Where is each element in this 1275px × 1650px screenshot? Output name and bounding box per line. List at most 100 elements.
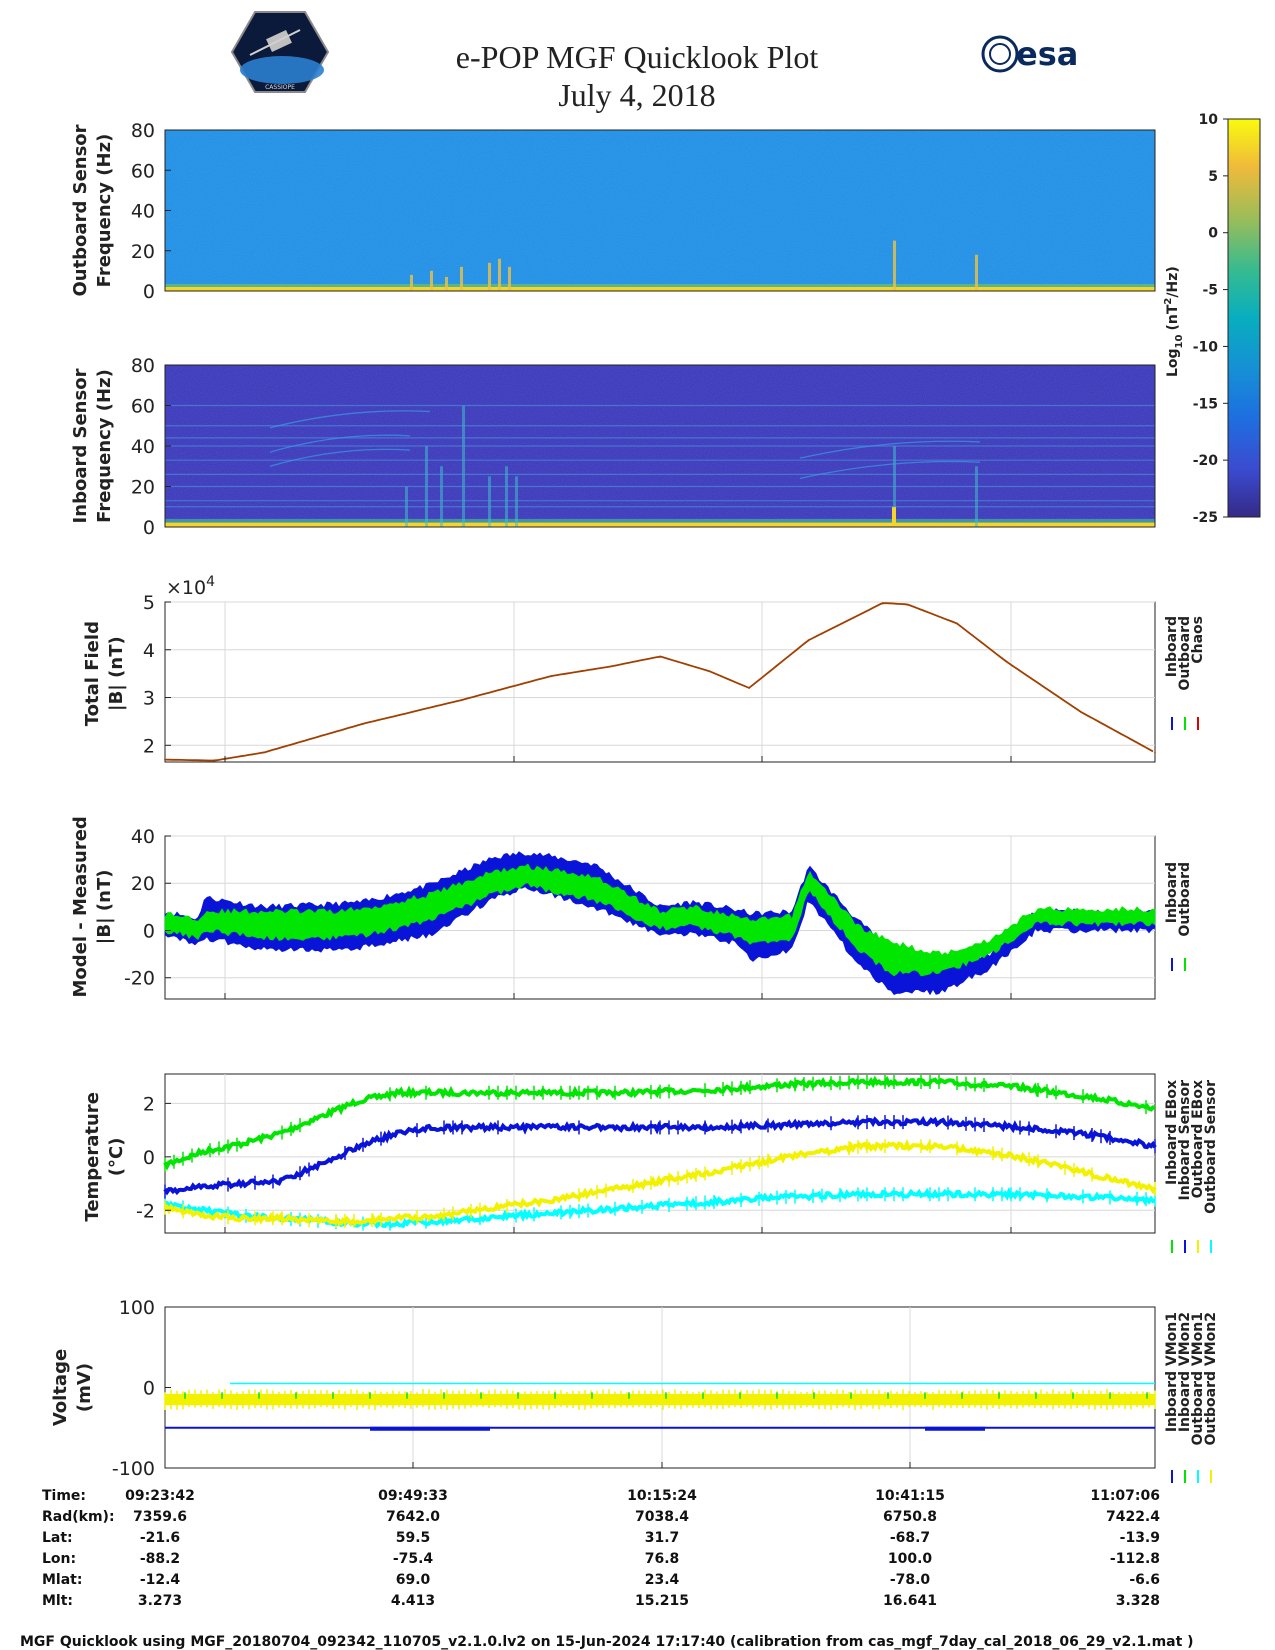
outboard-spectrogram-panel: 80 60 40 20 0 Outboard Sensor Frequency (Hz)	[70, 120, 1156, 303]
temperature-legend-label: Inboard Sensor	[1177, 1080, 1193, 1201]
total-field-point	[550, 675, 552, 677]
ephemeris-cell: 76.8	[645, 1551, 680, 1567]
plot-title: e-POP MGF Quicklook Plot	[456, 39, 819, 75]
ephemeris-row-label: Mlat:	[42, 1572, 82, 1588]
colorbar-gradient	[1227, 118, 1261, 518]
temperature-ytick-label: 0	[143, 1147, 155, 1169]
total-field-point	[708, 670, 711, 673]
colorbar-tick-label: -5	[1202, 283, 1218, 299]
inboard-burst-mark	[975, 466, 978, 527]
ephemeris-cell: 7359.6	[133, 1509, 187, 1525]
total-field-point	[164, 758, 166, 761]
temperature-ylabel: (°C)	[106, 1138, 127, 1177]
model-measured-ylabel: Model - Measured	[70, 816, 91, 997]
temperature-legend-label: Outboard Sensor	[1203, 1080, 1219, 1214]
outboard-spectrogram-ylabel: Frequency (Hz)	[94, 134, 115, 288]
total-field-legend-label: Outboard	[1177, 616, 1193, 691]
total-field-ytick-label: 3	[143, 688, 155, 710]
total-field-multiplier: ×104	[166, 574, 215, 599]
ephemeris-table: Time: Rad(km): Lat: Lon: Mlat: Mlt: 09:23:42 73…	[42, 1488, 1160, 1609]
ephemeris-cell: 23.4	[645, 1572, 680, 1588]
ephemeris-cell: 16.641	[883, 1593, 937, 1609]
ephemeris-row-label: Rad(km):	[42, 1509, 115, 1525]
ephemeris-cell: 7422.4	[1106, 1509, 1160, 1525]
ephemeris-cell: 09:23:42	[125, 1488, 195, 1504]
total-field-legend-label: Chaos	[1190, 616, 1206, 664]
ephemeris-cell: -6.6	[1129, 1572, 1160, 1588]
total-field-point	[906, 603, 909, 606]
voltage-inboard-vmon1-burst	[370, 1426, 490, 1431]
total-field-point	[1154, 751, 1156, 754]
total-field-point	[461, 699, 463, 701]
total-field-point	[1005, 660, 1008, 663]
outboard-spectrogram-ytick-label: 60	[131, 160, 155, 182]
voltage-legend-label: Inboard VMon1	[1164, 1312, 1180, 1432]
ephemeris-cell: 09:49:33	[378, 1488, 448, 1504]
inboard-burst-mark	[488, 476, 491, 527]
total-field-point	[881, 602, 884, 604]
inboard-burst-mark	[515, 476, 518, 527]
inboard-burst-mark	[505, 466, 508, 527]
total-field-panel: 5 4 3 2 Total Field |B| (nT) InboardOutboardCh…	[82, 574, 1206, 763]
outboard-low-frequency-halo	[165, 283, 1155, 287]
inboard-spectrogram-ylabel: Frequency (Hz)	[94, 369, 115, 523]
total-field-point	[263, 751, 265, 754]
esa-logo: esa	[981, 35, 1078, 73]
inboard-tone-curve	[799, 460, 981, 480]
cassiope-logo-text: CASSIOPE	[265, 84, 295, 91]
inboard-tone-curve	[799, 440, 981, 459]
ephemeris-cell: 7642.0	[386, 1509, 440, 1525]
model-measured-ytick-label: 20	[131, 873, 155, 895]
model-measured-ylabel: |B| (nT)	[94, 870, 115, 945]
ephemeris-cell: 10:41:15	[875, 1488, 945, 1504]
outboard-spectrogram-ytick-label: 20	[131, 241, 155, 263]
inboard-low-frequency-halo	[165, 518, 1155, 523]
colorbar-tick-label: 10	[1199, 112, 1219, 128]
voltage-inboard-vmon1-burst	[925, 1426, 985, 1431]
ephemeris-cell: -112.8	[1110, 1551, 1160, 1567]
ephemeris-cell: 59.5	[396, 1530, 431, 1546]
inboard-spectrogram-ytick-label: 60	[131, 396, 155, 418]
inboard-spectrogram-ytick-label: 0	[143, 517, 155, 539]
temperature-legend-label: Outboard EBox	[1190, 1080, 1206, 1198]
ephemeris-cell: 31.7	[645, 1530, 680, 1546]
temperature-ytick-label: 2	[143, 1093, 155, 1115]
outboard-low-frequency-band	[165, 286, 1155, 291]
total-field-ylabel: |B| (nT)	[106, 636, 127, 711]
voltage-ytick-label: -100	[112, 1458, 155, 1480]
ephemeris-cell: -13.9	[1120, 1530, 1160, 1546]
total-field-point	[362, 722, 364, 725]
inboard-spectrogram-ytick-label: 40	[131, 436, 155, 458]
total-field-ytick-label: 2	[143, 735, 155, 757]
total-field-point	[956, 622, 958, 625]
outboard-spectrogram-ytick-label: 0	[143, 281, 155, 303]
inboard-burst-core	[892, 506, 896, 527]
ephemeris-row-label: Mlt:	[42, 1593, 73, 1609]
model-measured-ytick-label: 40	[131, 826, 155, 848]
ephemeris-cell: 15.215	[635, 1593, 689, 1609]
ephemeris-cell: 6750.8	[883, 1509, 937, 1525]
total-field-point	[659, 655, 661, 658]
inboard-spectrogram-ytick-label: 80	[131, 355, 155, 377]
outboard-spectrogram-ytick-label: 80	[131, 120, 155, 142]
total-field-legend-label: Inboard	[1164, 616, 1180, 677]
outboard-burst-mark	[410, 274, 413, 291]
ephemeris-cell: 69.0	[396, 1572, 431, 1588]
voltage-legend-label: Inboard VMon2	[1177, 1312, 1193, 1432]
inboard-tone-curve	[269, 448, 411, 467]
temperature-ytick-label: -2	[136, 1200, 155, 1222]
outboard-spectrogram-ylabel: Outboard Sensor	[70, 124, 91, 296]
model-measured-legend-label: Inboard	[1164, 862, 1180, 923]
ephemeris-row-label: Lat:	[42, 1530, 73, 1546]
ephemeris-row-label: Time:	[42, 1488, 86, 1504]
colorbar-tick-label: 0	[1208, 226, 1218, 242]
colorbar-label: Log10(nT2/Hz)	[1163, 266, 1185, 377]
outboard-burst-mark	[460, 266, 463, 291]
outboard-spectrogram-noise	[165, 130, 1155, 291]
model-measured-ytick-label: -20	[124, 968, 155, 990]
voltage-ytick-label: 0	[143, 1378, 155, 1400]
voltage-legend-label: Outboard VMon1	[1190, 1312, 1206, 1446]
voltage-panel: 100 0 -100 Voltage (mV) Inboard VMon1Inboard …	[50, 1297, 1219, 1483]
